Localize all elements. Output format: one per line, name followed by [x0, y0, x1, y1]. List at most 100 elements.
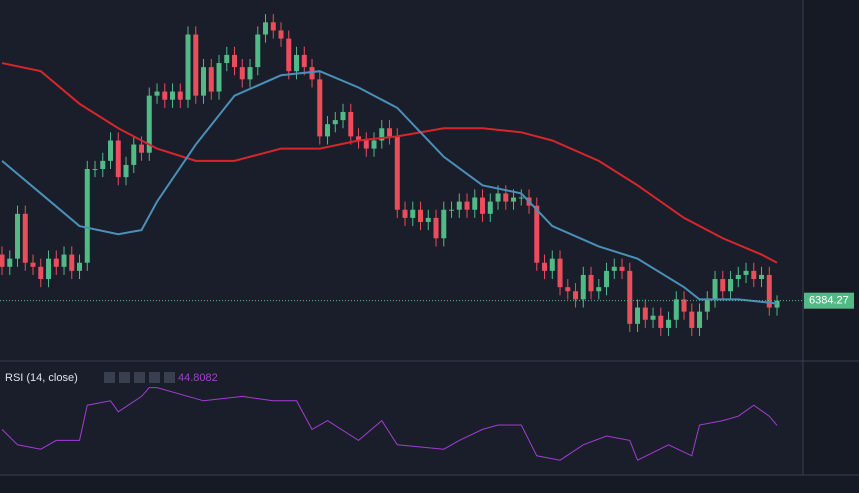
candle-body — [681, 299, 687, 312]
candle-body — [193, 34, 199, 96]
candle-body — [689, 311, 695, 328]
candle-body — [15, 213, 21, 259]
candle-body — [425, 217, 431, 222]
candle-body — [697, 311, 703, 328]
candle-body — [573, 291, 579, 300]
candle-body — [557, 258, 563, 288]
candle-body — [185, 34, 191, 100]
candle-body — [363, 140, 369, 149]
candle-body — [69, 254, 75, 271]
price-pane — [0, 0, 803, 360]
candle-body — [38, 266, 44, 280]
candle-body — [487, 201, 493, 214]
candle-body — [735, 274, 741, 280]
candle-body — [146, 95, 152, 153]
candle-body — [356, 136, 362, 141]
candle-body — [371, 140, 377, 149]
candle-body — [0, 254, 5, 267]
candle-body — [495, 193, 501, 202]
candle-body — [534, 205, 540, 263]
candle-body — [542, 262, 548, 271]
candle-body — [7, 258, 13, 267]
candle-body — [340, 111, 346, 121]
candle-body — [635, 307, 641, 324]
candle-body — [666, 319, 672, 328]
candle-body — [294, 54, 300, 72]
candle-body — [511, 197, 517, 202]
candle-body — [588, 274, 594, 292]
candle-body — [139, 144, 145, 153]
control-icon[interactable] — [104, 372, 115, 383]
candle-body — [224, 54, 230, 64]
candle-body — [216, 63, 222, 92]
candle-body — [325, 124, 331, 137]
candle-body — [611, 266, 617, 271]
candle-body — [270, 22, 276, 31]
candle-body — [394, 136, 400, 210]
candle-body — [53, 258, 59, 267]
candle-body — [348, 111, 354, 137]
candle-body — [92, 168, 98, 170]
control-icon[interactable] — [134, 372, 145, 383]
candle-body — [449, 209, 455, 211]
candle-body — [208, 67, 214, 92]
candle-body — [596, 287, 602, 292]
candle-body — [232, 54, 238, 68]
candle-body — [177, 91, 183, 100]
candle-body — [549, 258, 555, 271]
last-price-label: 6384.27 — [809, 295, 849, 307]
candle-body — [751, 270, 757, 280]
candle-body — [712, 279, 718, 300]
candle-body — [642, 307, 648, 320]
candle-body — [433, 217, 439, 239]
candle-body — [650, 315, 656, 320]
candle-body — [286, 38, 292, 72]
candle-body — [720, 279, 726, 292]
candle-body — [480, 197, 486, 214]
candle-body — [263, 22, 269, 35]
candle-body — [131, 144, 137, 165]
candle-body — [22, 213, 28, 263]
candle-body — [247, 67, 253, 80]
candle-body — [418, 209, 424, 222]
candle-body — [108, 140, 114, 161]
candle-body — [441, 209, 447, 239]
candle-body — [255, 34, 261, 68]
candle-body — [673, 299, 679, 320]
candle-body — [77, 262, 83, 271]
candle-body — [410, 209, 416, 218]
candle-body — [464, 201, 470, 210]
candle-body — [123, 164, 129, 178]
candle-body — [30, 262, 36, 267]
last-price-box — [804, 292, 854, 309]
candle-body — [580, 274, 586, 300]
control-icon[interactable] — [119, 372, 130, 383]
rsi-controls[interactable] — [104, 372, 175, 383]
candle-body — [728, 279, 734, 292]
candle-body — [565, 287, 571, 292]
candle-body — [154, 91, 160, 96]
candle-body — [503, 193, 509, 202]
control-icon[interactable] — [149, 372, 160, 383]
candle-body — [278, 30, 284, 39]
candle-body — [766, 274, 772, 308]
control-icon[interactable] — [164, 372, 175, 383]
candle-body — [317, 79, 323, 137]
candle-body — [456, 201, 462, 210]
candle-body — [472, 197, 478, 210]
candle-body — [387, 128, 393, 137]
candle-body — [84, 168, 90, 263]
candle-body — [201, 67, 207, 96]
rsi-title: RSI (14, close) — [5, 372, 78, 384]
candle-body — [239, 67, 245, 80]
candle-body — [402, 209, 408, 218]
candle-body — [619, 266, 625, 271]
candle-body — [774, 300, 780, 308]
candle-body — [704, 299, 710, 312]
candle-body — [46, 258, 52, 280]
moving-average — [1, 70, 778, 305]
candle-body — [604, 270, 610, 288]
rsi-header-bg — [4, 371, 94, 385]
candle-body — [379, 128, 385, 141]
candle-body — [301, 54, 307, 68]
